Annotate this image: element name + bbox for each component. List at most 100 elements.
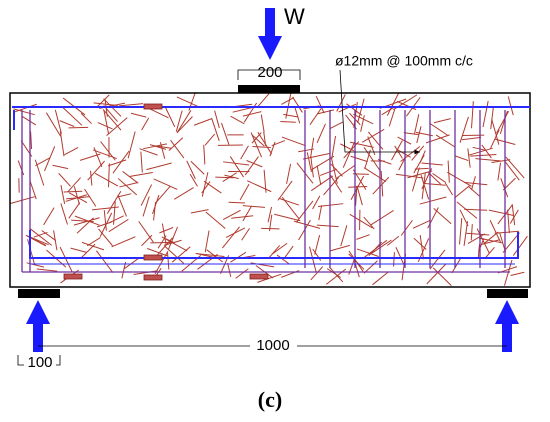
fiber xyxy=(108,215,124,224)
rebar xyxy=(12,106,530,265)
fiber xyxy=(386,92,400,116)
fiber xyxy=(283,113,299,118)
fiber xyxy=(447,171,472,187)
fiber xyxy=(421,162,443,166)
fiber xyxy=(44,146,56,172)
fiber xyxy=(323,177,339,196)
fiber xyxy=(314,235,321,255)
fiber xyxy=(281,197,300,219)
fiber xyxy=(232,106,253,113)
fiber xyxy=(106,117,128,136)
fiber xyxy=(86,237,101,247)
fiber xyxy=(335,164,356,180)
fiber xyxy=(130,112,147,118)
fiber xyxy=(119,182,138,188)
fiber xyxy=(257,93,270,108)
fiber xyxy=(117,194,127,217)
arrows xyxy=(26,8,519,352)
fiber xyxy=(223,161,250,166)
fiber xyxy=(510,271,525,277)
support-left xyxy=(18,289,60,298)
fiber xyxy=(190,209,209,214)
fiber xyxy=(244,156,259,176)
fiber xyxy=(477,244,480,259)
fiber xyxy=(119,103,144,107)
fiber xyxy=(411,167,420,192)
support-offset: 100 xyxy=(27,354,52,371)
fiber xyxy=(73,186,80,205)
fiber xyxy=(470,154,497,157)
fiber xyxy=(372,176,390,195)
fiber xyxy=(167,252,170,270)
fiber xyxy=(168,137,184,151)
fiber xyxy=(330,174,343,193)
fiber xyxy=(103,105,118,122)
fiber xyxy=(243,102,258,123)
fiber xyxy=(433,118,451,124)
fiber xyxy=(222,209,241,221)
fiber xyxy=(138,221,154,243)
fiber xyxy=(352,173,369,175)
fiber xyxy=(444,182,454,196)
fiber xyxy=(165,238,188,252)
fiber xyxy=(241,228,250,241)
fiber xyxy=(481,144,492,159)
fiber xyxy=(355,186,358,206)
fiber xyxy=(463,221,469,246)
fiber xyxy=(63,190,83,193)
fiber xyxy=(193,118,213,126)
load-plate xyxy=(238,85,300,93)
fiber xyxy=(263,131,267,147)
fiber xyxy=(94,172,119,187)
fiber xyxy=(211,117,220,141)
fiber xyxy=(468,186,480,197)
fiber xyxy=(140,184,153,206)
rebar-sections xyxy=(63,103,269,281)
fiber xyxy=(318,205,323,221)
fiber xyxy=(286,163,292,184)
fiber xyxy=(363,147,380,171)
fiber xyxy=(302,153,330,160)
fiber xyxy=(507,209,510,234)
support-right xyxy=(487,289,528,298)
fiber xyxy=(146,162,172,171)
fiber xyxy=(489,220,502,243)
fiber xyxy=(17,160,25,176)
fiber xyxy=(470,224,473,241)
fiber xyxy=(64,146,79,156)
fiber xyxy=(403,132,419,136)
fiber xyxy=(235,268,249,279)
fiber xyxy=(176,110,192,133)
fiber xyxy=(471,101,474,129)
fiber xyxy=(479,237,503,244)
fiber xyxy=(229,156,244,178)
fiber xyxy=(14,103,37,113)
fiber xyxy=(330,121,344,129)
fiber xyxy=(246,160,263,168)
fiber xyxy=(429,122,448,136)
fiber xyxy=(350,155,368,163)
fiber xyxy=(201,172,209,197)
fiber xyxy=(227,262,232,278)
fiber xyxy=(153,201,157,221)
fiber xyxy=(395,247,406,267)
fiber xyxy=(348,186,368,188)
fiber xyxy=(364,239,388,258)
fiber xyxy=(491,119,500,145)
fiber xyxy=(363,260,378,274)
fiber xyxy=(419,150,426,164)
fiber xyxy=(141,117,150,131)
fiber xyxy=(357,98,365,123)
fiber xyxy=(21,115,37,126)
fiber xyxy=(116,193,132,198)
fiber xyxy=(36,268,58,272)
fiber xyxy=(215,176,234,179)
fiber xyxy=(309,246,317,273)
fiber xyxy=(456,201,478,219)
fiber xyxy=(353,113,374,125)
fiber xyxy=(117,178,138,196)
fiber xyxy=(435,134,455,148)
fiber xyxy=(161,223,167,245)
fiber xyxy=(214,110,220,129)
